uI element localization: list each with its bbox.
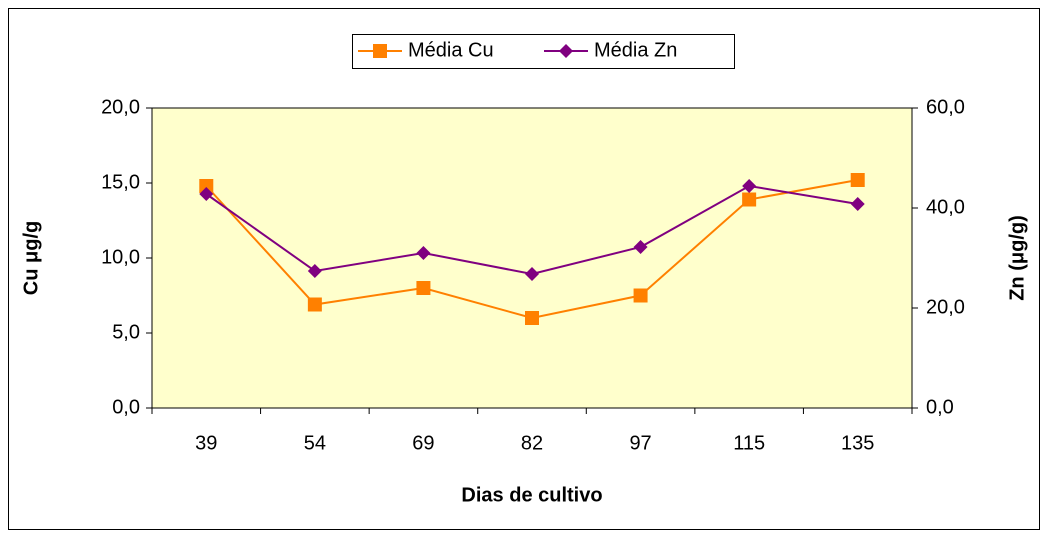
x-tick-label: 54 [304, 432, 326, 454]
plot-area [151, 107, 913, 409]
y-tick-label: 5,0 [112, 321, 140, 343]
marker [525, 267, 539, 281]
y-axis-label: Cu μg/g [20, 221, 42, 295]
marker [742, 192, 757, 207]
marker [633, 288, 648, 303]
x-axis-label: Dias de cultivo [461, 484, 602, 506]
x-tick-label: 115 [733, 432, 765, 454]
marker [307, 297, 322, 312]
legend-marker [559, 44, 573, 58]
x-tick-label: 82 [521, 432, 543, 454]
y2-tick-label: 20,0 [926, 296, 965, 318]
marker [850, 197, 865, 211]
x-tick-label: 135 [841, 432, 874, 454]
marker [416, 246, 431, 260]
marker [199, 179, 214, 193]
marker [525, 311, 539, 325]
y-tick-label: 20,0 [101, 96, 140, 118]
y-tick-label: 10,0 [101, 246, 140, 268]
marker [633, 240, 648, 254]
y2-tick-label: 40,0 [926, 196, 965, 218]
x-tick-label: 97 [629, 432, 651, 454]
legend-label: Média Zn [594, 39, 677, 61]
marker [307, 264, 322, 278]
marker [199, 187, 214, 201]
marker [850, 173, 865, 187]
x-tick-label: 39 [195, 432, 217, 454]
y2-tick-label: 0,0 [926, 396, 954, 418]
marker [742, 179, 757, 193]
y2-axis-label: Zn (μg/g) [1006, 215, 1028, 301]
y-tick-label: 15,0 [101, 171, 140, 193]
y2-tick-label: 60,0 [926, 96, 965, 118]
marker [416, 281, 431, 295]
legend-marker [373, 44, 387, 58]
legend-label: Média Cu [408, 39, 494, 61]
x-tick-label: 69 [412, 432, 434, 454]
y-tick-label: 0,0 [112, 396, 140, 418]
legend-box [352, 34, 735, 69]
